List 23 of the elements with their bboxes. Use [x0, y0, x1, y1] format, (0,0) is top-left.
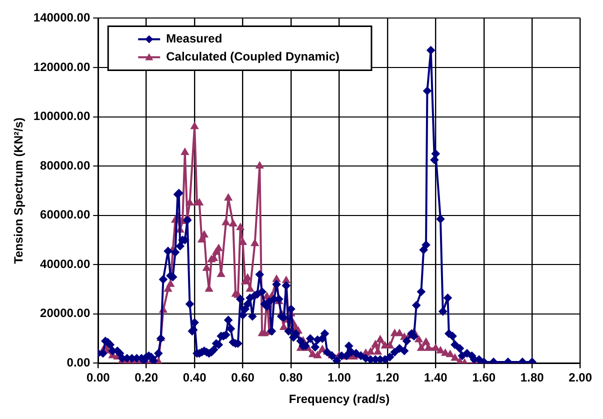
y-tick-label: 140000.00: [33, 10, 90, 25]
y-tick-label: 100000.00: [33, 109, 90, 124]
y-tick-label: 120000.00: [33, 60, 90, 74]
legend-label: Calculated (Coupled Dynamic): [166, 50, 340, 64]
x-axis-title: Frequency (rad/s): [288, 392, 390, 406]
x-tick-label: 1.20: [376, 370, 400, 385]
legend-label: Measured: [166, 32, 222, 46]
y-tick-label: 60000.00: [40, 208, 90, 222]
y-tick-label: 20000.00: [40, 306, 90, 320]
y-tick-label: 0.00: [66, 356, 90, 370]
y-tick-label: 80000.00: [40, 158, 90, 172]
y-axis-title: Tension Spectrum (KN²/s): [12, 117, 26, 264]
x-tick-label: 0.60: [231, 370, 255, 385]
y-tick-label: 40000.00: [40, 256, 90, 271]
x-tick-label: 0.00: [86, 370, 110, 385]
x-tick-label: 1.00: [328, 370, 352, 385]
x-tick-label: 1.80: [520, 370, 544, 385]
x-tick-label: 1.40: [424, 370, 448, 385]
x-tick-label: 1.60: [472, 370, 496, 385]
x-tick-label: 0.80: [279, 370, 304, 385]
x-tick-label: 0.40: [182, 370, 207, 385]
x-tick-label: 2.00: [568, 370, 592, 385]
x-tick-label: 0.20: [134, 370, 158, 385]
